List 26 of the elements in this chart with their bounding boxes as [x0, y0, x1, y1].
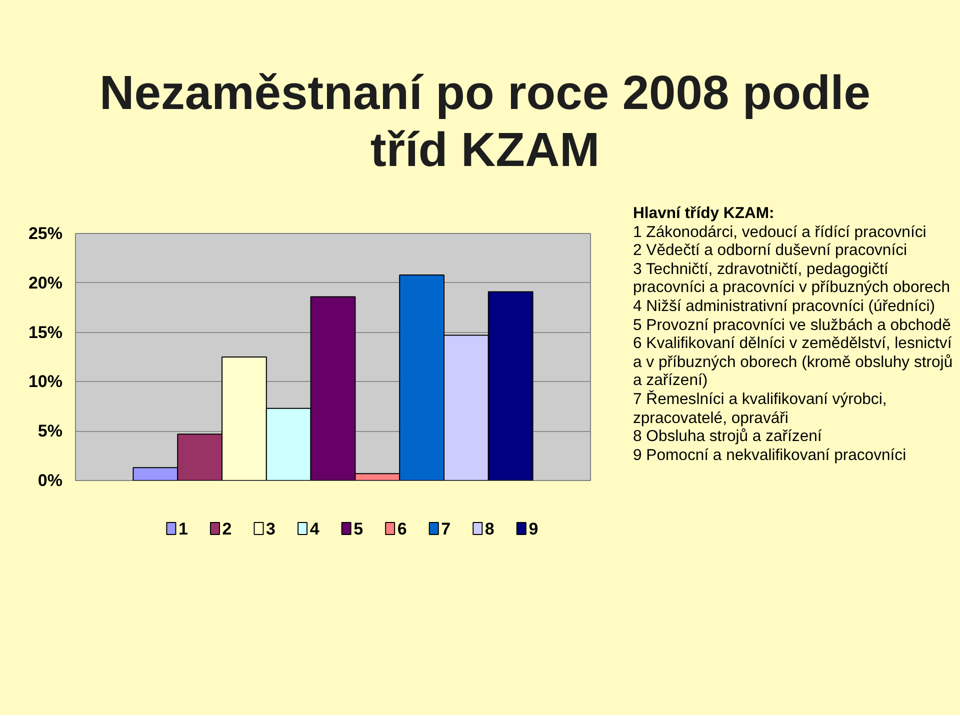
text: 5 Provozní pracovníci ve službách a obchodě [633, 316, 952, 336]
legend-label: 4 [310, 520, 320, 538]
text: 4 Nižší administrativní pracovníci (úředníci) [633, 298, 936, 317]
text: 9 Pomocní a nekvalifikovaní pracovníci [633, 446, 908, 466]
text: 6 Kvalifikovaní dělníci v zemědělství, lesnictví a v příbuzných oborech (kromě obsluhy strojů a zařízení) [633, 335, 954, 390]
text: 2 Vědečtí a odborní duševní pracovníci [633, 242, 908, 261]
text: 1 Zákonodárci, vedoucí a řídící pracovníci [633, 224, 928, 242]
text: 8 Obsluha strojů a zařízení [633, 428, 823, 447]
text: 3 Techničtí, zdravotničtí, pedagogičtí pracovníci a pracovníci v příbuzných oborech [633, 260, 951, 298]
y-tick-label: 20% [28, 273, 63, 292]
legend-label: 2 [222, 520, 232, 538]
y-tick-label: 10% [28, 372, 63, 392]
chart-title: Nezaměstnaní po roce 2008 podle tříd KZAM [98, 66, 872, 179]
legend-label: 8 [484, 520, 494, 538]
y-tick-label: 15% [28, 322, 63, 342]
legend-label: 9 [528, 520, 538, 538]
legend-label: 1 [178, 520, 188, 538]
y-tick-label: 25% [28, 224, 63, 243]
y-tick-label: 5% [38, 422, 63, 441]
text: 7 Řemeslníci a kvalifikovaní výrobci, zpracovatelé, opraváři [633, 390, 888, 428]
legend-label: 5 [354, 520, 364, 538]
text: Hlavní třídy KZAM: [633, 205, 776, 224]
legend-label: 6 [397, 520, 407, 538]
legend-label: 3 [266, 520, 276, 538]
y-tick-label: 0% [38, 471, 63, 490]
legend-label: 7 [441, 520, 451, 538]
